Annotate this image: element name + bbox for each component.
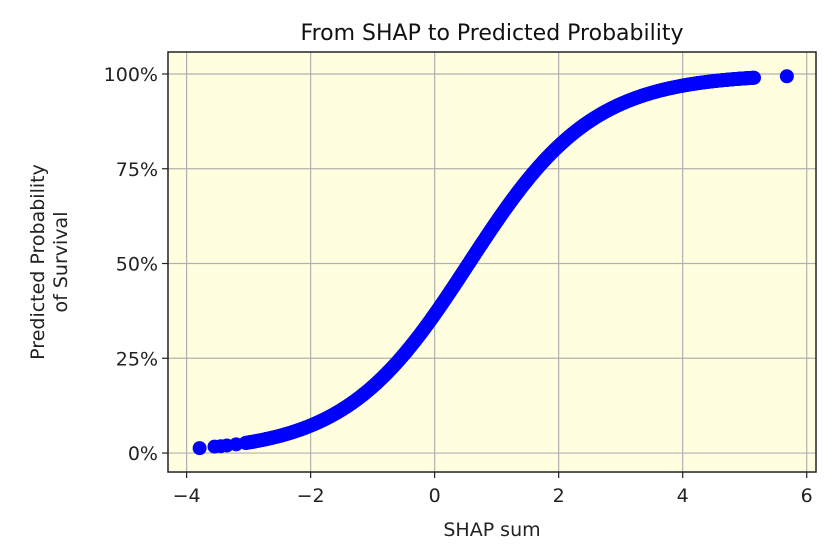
x-tick-label: 0	[429, 485, 441, 507]
plot-area	[168, 52, 816, 472]
y-tick-label: 75%	[116, 159, 158, 181]
y-tick-label: 50%	[116, 254, 158, 276]
x-tick-label: 6	[801, 485, 813, 507]
y-tick-label: 100%	[104, 64, 158, 86]
y-tick-label: 0%	[128, 443, 158, 465]
chart-title: From SHAP to Predicted Probability	[301, 21, 684, 46]
grid-lines	[168, 52, 816, 472]
x-axis-ticks: −4 −2 0 2 4 6	[173, 472, 813, 507]
data-point	[779, 69, 794, 84]
x-tick-label: −4	[173, 485, 201, 507]
x-axis-label: SHAP sum	[443, 519, 540, 541]
x-tick-label: 2	[553, 485, 565, 507]
data-point	[229, 437, 244, 452]
data-points	[192, 69, 794, 456]
y-tick-label: 25%	[116, 348, 158, 370]
data-point	[192, 441, 207, 456]
plot-frame	[167, 51, 817, 473]
x-tick-label: −2	[297, 485, 325, 507]
x-tick-label: 4	[677, 485, 689, 507]
y-axis-ticks: 0% 25% 50% 75% 100%	[104, 64, 168, 465]
y-axis-label-line1: Predicted Probability	[27, 164, 49, 360]
y-axis-label-line2: of Survival	[50, 212, 72, 313]
y-axis-label: Predicted Probability of Survival	[27, 164, 72, 360]
